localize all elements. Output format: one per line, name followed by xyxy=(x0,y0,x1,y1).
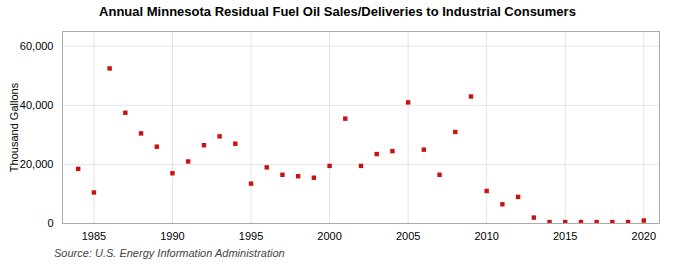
svg-text:2010: 2010 xyxy=(474,230,498,242)
svg-text:1995: 1995 xyxy=(239,230,263,242)
svg-text:2005: 2005 xyxy=(396,230,420,242)
svg-text:Thousand Gallons: Thousand Gallons xyxy=(8,82,20,172)
svg-text:20,000: 20,000 xyxy=(20,158,54,170)
svg-text:2020: 2020 xyxy=(632,230,656,242)
svg-text:40,000: 40,000 xyxy=(20,99,54,111)
svg-text:60,000: 60,000 xyxy=(20,40,54,52)
html-text:Source: U.S. Energy Informatio: Source: U.S. Energy Information Administ… xyxy=(54,247,285,259)
svg-text:1985: 1985 xyxy=(82,230,106,242)
svg-text:2000: 2000 xyxy=(317,230,341,242)
html-text:Annual Minnesota Residual Fuel: Annual Minnesota Residual Fuel Oil Sales… xyxy=(99,4,576,19)
svg-text:1990: 1990 xyxy=(160,230,184,242)
svg-text:2015: 2015 xyxy=(553,230,577,242)
svg-text:0: 0 xyxy=(47,217,53,229)
